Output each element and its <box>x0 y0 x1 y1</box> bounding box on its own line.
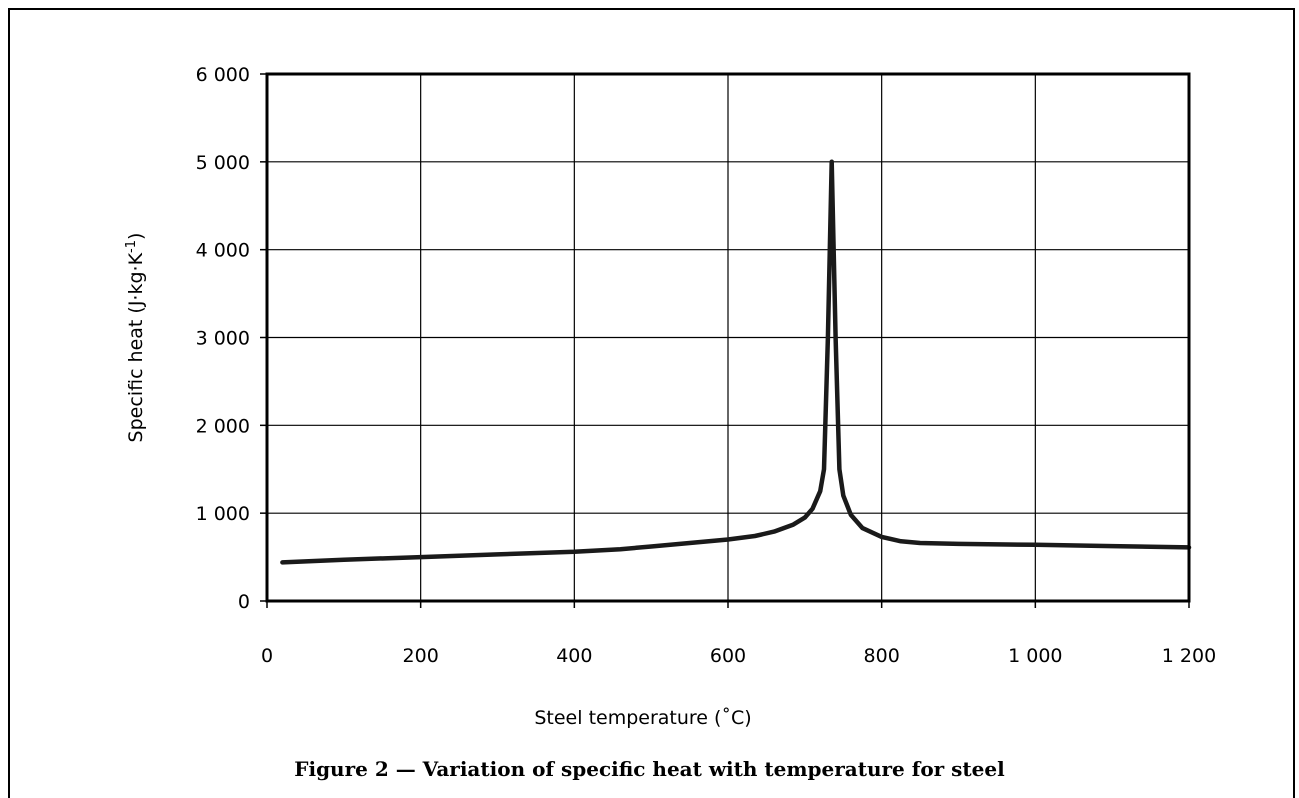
y-axis-label-superscript: -1 <box>124 240 139 253</box>
x-tick-label: 200 <box>403 645 439 667</box>
x-tick-label: 400 <box>556 645 592 667</box>
y-axis-label-close: ) <box>125 233 147 240</box>
x-tick-label: 1 200 <box>1162 645 1216 667</box>
specific-heat-curve <box>280 159 1192 565</box>
y-tick-labels: 0 1 000 2 000 3 000 4 000 5 000 6 000 <box>196 64 267 613</box>
y-tick-label: 0 <box>238 591 250 613</box>
y-tick-label: 5 000 <box>196 152 250 174</box>
grid-lines <box>267 74 1189 601</box>
x-tick-label: 0 <box>261 645 273 667</box>
y-axis-label: Specific heat (J·kg·K-1) <box>124 233 148 443</box>
x-axis-label: Steel temperature (˚C) <box>534 707 751 729</box>
y-tick-label: 2 000 <box>196 415 250 437</box>
series-layer <box>280 159 1192 565</box>
y-tick-label: 4 000 <box>196 240 250 262</box>
x-tick-labels: 0 200 400 600 800 1 000 1 200 <box>261 601 1216 667</box>
x-tick-label: 800 <box>864 645 900 667</box>
x-tick-label: 1 000 <box>1008 645 1062 667</box>
figure-caption: Figure 2 — Variation of specific heat wi… <box>294 757 1005 781</box>
y-tick-label: 3 000 <box>196 328 250 350</box>
y-tick-label: 6 000 <box>196 64 250 86</box>
y-tick-label: 1 000 <box>196 503 250 525</box>
y-axis-label-main: Specific heat (J·kg·K <box>125 252 147 442</box>
figure-frame <box>8 8 1295 798</box>
x-tick-label: 600 <box>710 645 746 667</box>
